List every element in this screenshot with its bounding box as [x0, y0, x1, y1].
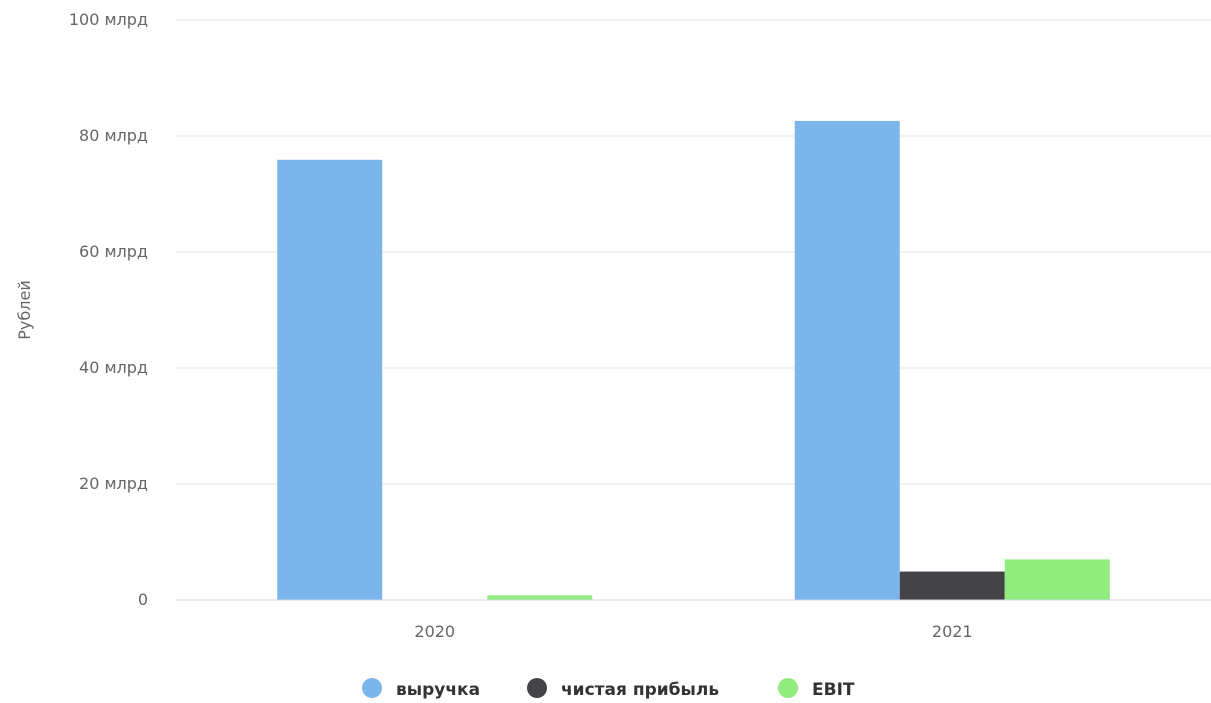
y-tick-label: 20 млрд — [79, 474, 148, 493]
x-tick-label: 2021 — [932, 622, 973, 641]
y-tick-label: 0 — [138, 590, 148, 609]
legend-label: EBIT — [812, 680, 855, 699]
bar-EBIT-2021 — [1004, 559, 1110, 600]
legend-item: EBIT — [778, 678, 855, 700]
x-tick-label: 2020 — [414, 622, 455, 641]
y-tick-label: 40 млрд — [79, 358, 148, 377]
y-tick-label: 100 млрд — [69, 10, 148, 29]
y-tick-label: 60 млрд — [79, 242, 148, 261]
legend-item: выручка — [362, 678, 480, 700]
bar-выручка-2020 — [277, 159, 383, 600]
bar-EBIT-2020 — [487, 595, 593, 600]
legend-label: чистая прибыль — [561, 680, 719, 699]
legend-item: чистая прибыль — [527, 678, 719, 700]
bar-выручка-2021 — [794, 120, 900, 601]
legend-marker — [362, 678, 382, 698]
legend-marker — [527, 678, 547, 698]
legend-label: выручка — [396, 680, 480, 699]
y-axis-ticks: 0 20 млрд 40 млрд 60 млрд 80 млрд 100 млрд — [69, 10, 148, 609]
x-axis-ticks: 2020 2021 — [414, 622, 972, 641]
bar-чистая-прибыль-2021 — [899, 571, 1005, 600]
y-axis-title: Рублей — [15, 280, 34, 339]
legend: выручка чистая прибыль EBIT — [362, 678, 855, 700]
bars — [277, 120, 1110, 601]
legend-marker — [778, 678, 798, 698]
y-tick-label: 80 млрд — [79, 126, 148, 145]
